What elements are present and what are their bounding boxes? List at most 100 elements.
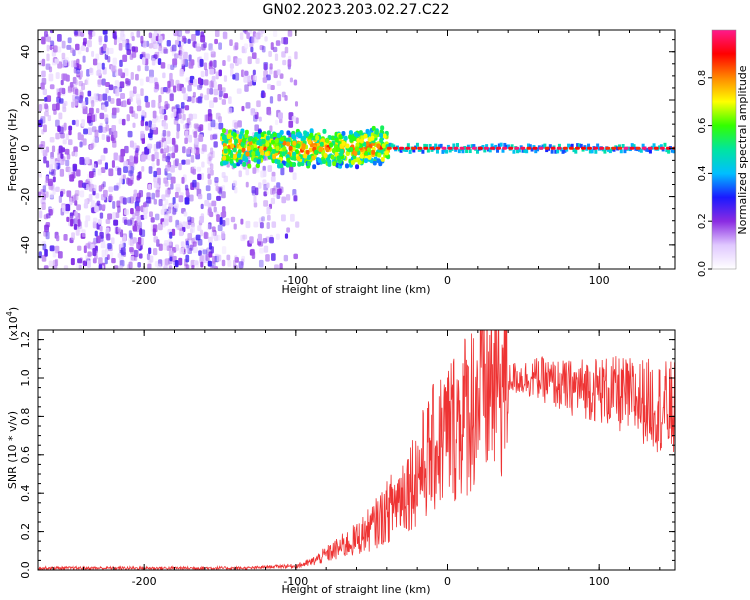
heatmap-cell xyxy=(218,90,223,98)
heatmap-cell xyxy=(441,149,445,154)
heatmap-cell xyxy=(58,195,62,203)
heatmap-cell xyxy=(123,160,129,168)
heatmap-cell xyxy=(79,257,83,264)
heatmap-cell xyxy=(56,46,62,53)
heatmap-cell xyxy=(619,149,623,154)
heatmap-cell xyxy=(101,204,106,212)
colorbar-tick-label: 0.2 xyxy=(697,213,708,229)
heatmap-cell xyxy=(244,129,249,135)
heatmap-cell xyxy=(176,34,181,41)
heatmap-cell xyxy=(262,179,267,186)
heatmap-cell xyxy=(122,99,127,108)
heatmap-cell xyxy=(227,55,231,62)
heatmap-cell xyxy=(283,254,289,262)
heatmap-cell xyxy=(212,255,216,264)
heatmap-cell xyxy=(129,140,134,148)
snr-multiplier-exponent: 4 xyxy=(5,311,14,316)
heatmap-cell xyxy=(249,236,254,244)
heatmap-cell xyxy=(118,68,123,76)
heatmap-cell xyxy=(261,138,266,144)
heatmap-cell xyxy=(247,56,252,65)
heatmap-cell xyxy=(51,145,56,153)
heatmap-cell xyxy=(100,155,106,161)
heatmap-cell xyxy=(234,122,239,129)
heatmap-cell xyxy=(200,35,206,43)
heatmap-cell xyxy=(63,233,68,241)
heatmap-cell xyxy=(282,140,287,146)
heatmap-cell xyxy=(218,186,223,192)
heatmap-cell xyxy=(259,247,264,254)
heatmap-cell xyxy=(272,154,277,160)
heatmap-cell xyxy=(279,262,283,269)
heatmap-cell xyxy=(617,146,623,150)
heatmap-cell xyxy=(353,131,358,137)
heatmap-cell xyxy=(40,140,46,149)
heatmap-cell xyxy=(145,53,150,60)
x-tick-label: 100 xyxy=(589,575,610,588)
heatmap-cell xyxy=(180,57,185,66)
heatmap-cell xyxy=(107,242,112,250)
heatmap-cell xyxy=(658,145,662,150)
heatmap-cell xyxy=(80,232,86,239)
heatmap-cell xyxy=(66,216,70,222)
heatmap-cell xyxy=(213,141,218,148)
heatmap-cell xyxy=(208,222,212,230)
heatmap-cell xyxy=(84,220,89,228)
heatmap-cell xyxy=(488,148,492,153)
heatmap-cell xyxy=(505,144,509,149)
heatmap-cell xyxy=(222,160,227,166)
heatmap-cell xyxy=(110,237,115,245)
heatmap-cell xyxy=(129,96,133,103)
heatmap-cell xyxy=(164,101,169,108)
heatmap-cell xyxy=(49,192,54,199)
heatmap-cell xyxy=(55,132,60,140)
heatmap-cell xyxy=(294,101,299,107)
heatmap-cell xyxy=(58,87,64,93)
heatmap-cell xyxy=(174,145,178,153)
heatmap-cell xyxy=(216,214,220,222)
heatmap-cell xyxy=(121,235,126,243)
heatmap-cell xyxy=(532,146,538,150)
heatmap-cell xyxy=(196,166,202,172)
heatmap-cell xyxy=(57,154,62,161)
heatmap-cell xyxy=(127,178,133,186)
heatmap-cell xyxy=(154,51,160,58)
heatmap-cell xyxy=(190,225,195,233)
heatmap-cell xyxy=(269,63,273,70)
heatmap-cell xyxy=(62,102,66,109)
heatmap-cell xyxy=(144,65,149,72)
heatmap-cell xyxy=(175,187,181,194)
heatmap-cell xyxy=(41,70,46,78)
heatmap-cell xyxy=(501,148,505,153)
heatmap-cell xyxy=(102,30,108,35)
heatmap-cell xyxy=(197,173,202,181)
heatmap-cell xyxy=(140,130,145,139)
heatmap-cell xyxy=(454,147,458,152)
heatmap-cell xyxy=(154,213,160,221)
heatmap-cell xyxy=(142,202,147,208)
heatmap-cell xyxy=(211,150,215,159)
heatmap-cell xyxy=(54,258,59,267)
heatmap-cell xyxy=(113,130,118,139)
heatmap-cell xyxy=(69,197,73,206)
heatmap-cell xyxy=(221,171,226,178)
heatmap-cell xyxy=(506,144,510,149)
heatmap-cell xyxy=(287,30,293,37)
heatmap-cell xyxy=(157,58,162,66)
heatmap-cell xyxy=(221,99,227,105)
heatmap-cell xyxy=(104,114,109,122)
heatmap-cell xyxy=(62,139,67,145)
heatmap-cell xyxy=(58,112,63,120)
heatmap-cell xyxy=(580,146,586,150)
heatmap-cell xyxy=(133,189,138,197)
heatmap-cell xyxy=(63,265,69,269)
heatmap-cell xyxy=(161,119,166,127)
heatmap-cell xyxy=(69,81,74,88)
heatmap-cell xyxy=(459,146,465,150)
heatmap-cell xyxy=(184,184,189,191)
x-tick-label: -100 xyxy=(283,274,308,287)
heatmap-cell xyxy=(199,215,204,224)
heatmap-cell xyxy=(129,256,135,262)
heatmap-cell xyxy=(108,168,114,177)
heatmap-cell xyxy=(175,183,181,192)
